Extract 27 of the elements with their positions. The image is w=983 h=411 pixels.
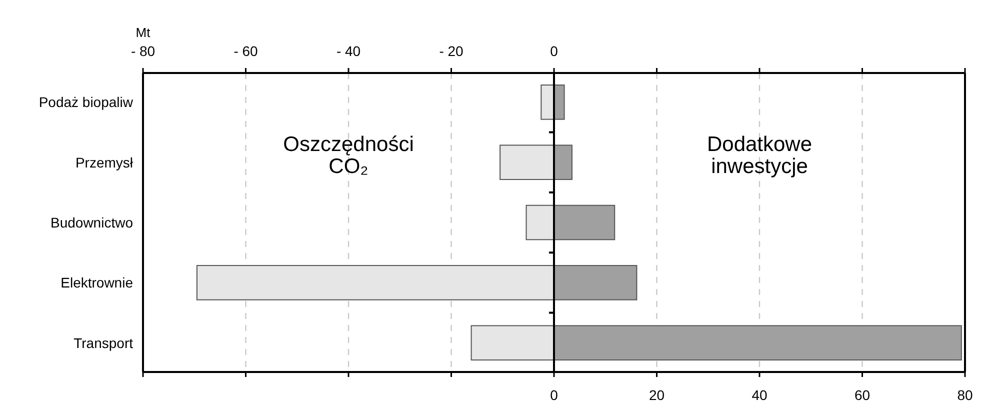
x2-tick-label: - 40 bbox=[336, 43, 361, 59]
x2-tick-label: - 80 bbox=[130, 43, 156, 59]
bar bbox=[540, 84, 554, 120]
bar bbox=[554, 204, 616, 240]
bar bbox=[554, 265, 638, 300]
annotation: Oszczędności CO₂ bbox=[283, 133, 414, 178]
bar bbox=[470, 325, 554, 360]
x-tick-label: 0 bbox=[550, 387, 558, 403]
bar bbox=[554, 325, 962, 360]
x-tick-label: 20 bbox=[648, 387, 665, 403]
x2-tick-label: - 20 bbox=[439, 43, 464, 59]
bar bbox=[526, 204, 554, 240]
annotation: Dodatkowe inwestycje bbox=[706, 133, 812, 178]
bar bbox=[500, 144, 554, 180]
x2-tick-label: 0 bbox=[550, 43, 558, 59]
y-tick-label: Przemysł bbox=[75, 154, 134, 170]
bar bbox=[196, 265, 554, 300]
bar bbox=[554, 144, 572, 180]
y-tick-label: Elektrownie bbox=[60, 274, 134, 291]
x-tick-label: 80 bbox=[957, 387, 973, 403]
x-tick-label: 60 bbox=[854, 387, 870, 403]
y-tick-label: Podaż biopaliw bbox=[38, 94, 134, 110]
y-tick-label: Transport bbox=[74, 334, 134, 351]
x2-tick-label: - 60 bbox=[234, 43, 258, 59]
x-tick-label: 40 bbox=[752, 387, 768, 403]
x2-axis-title: Mt bbox=[136, 25, 151, 40]
y-tick-label: Budownictwo bbox=[50, 214, 134, 230]
